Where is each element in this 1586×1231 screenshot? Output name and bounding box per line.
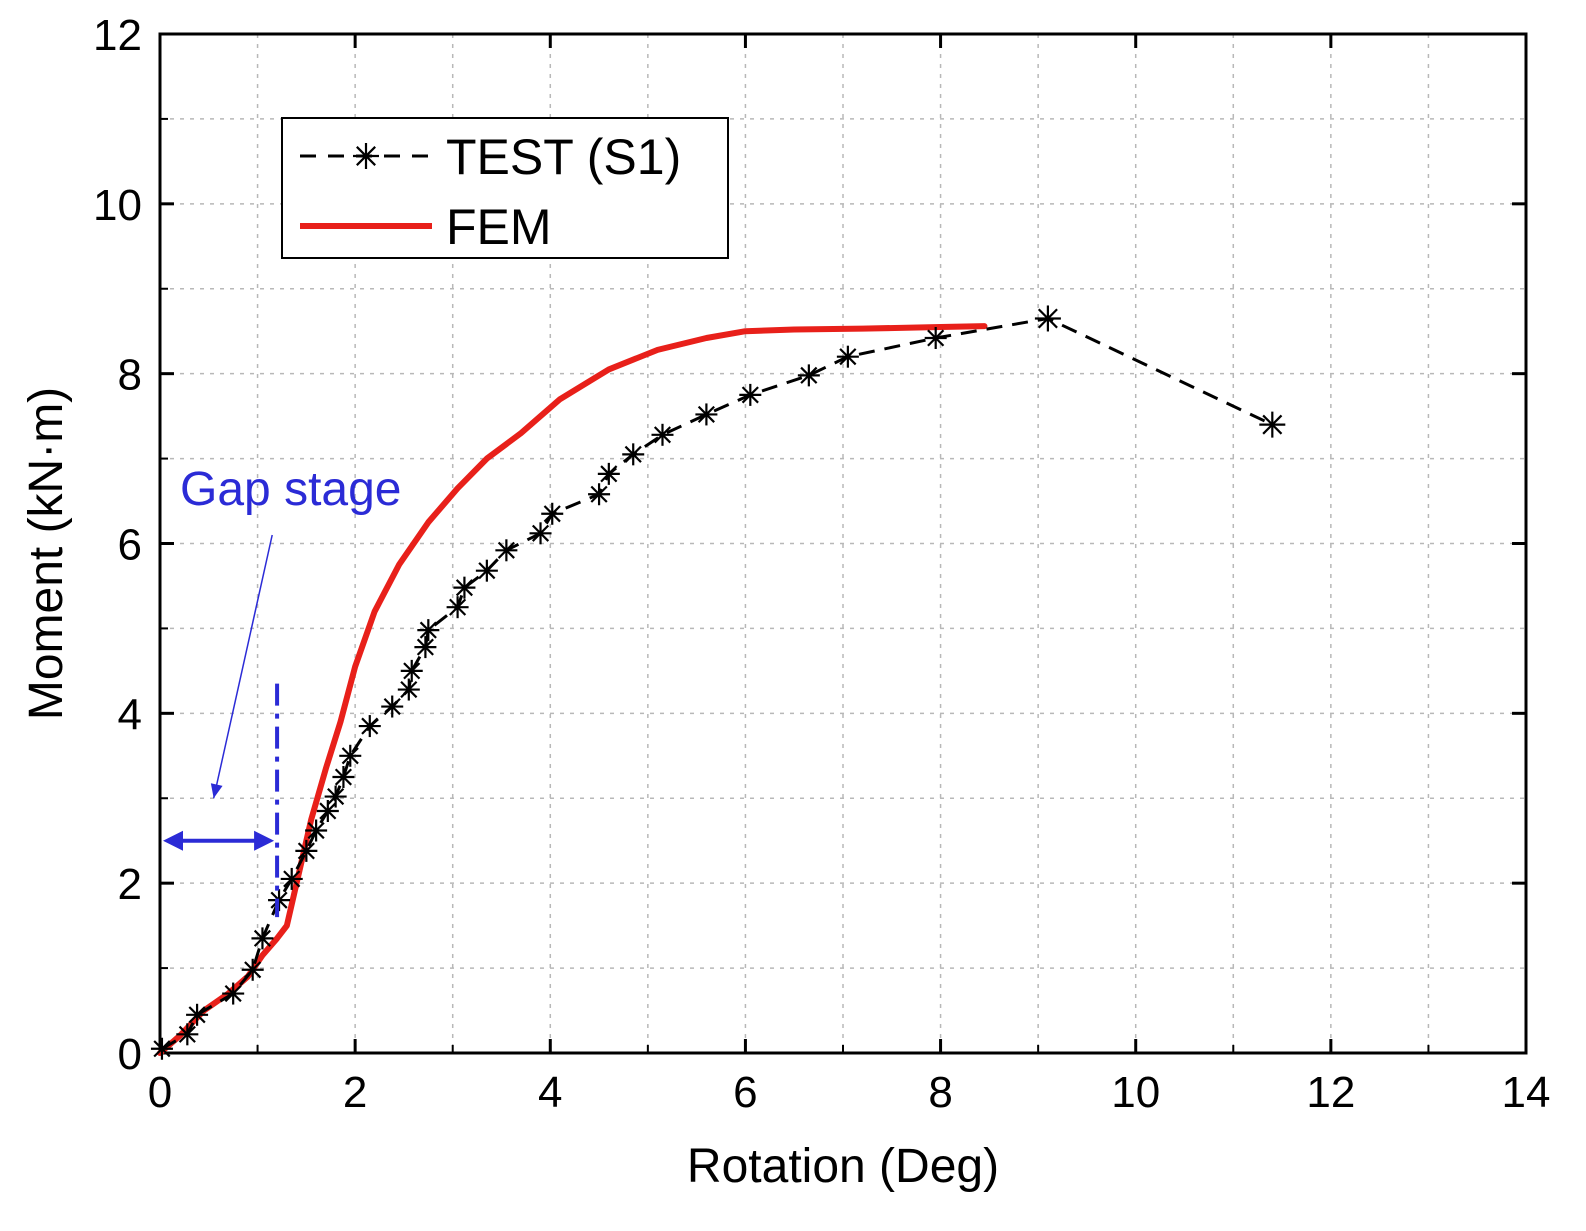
test-point-marker bbox=[241, 958, 264, 981]
x-tick-label: 14 bbox=[1502, 1068, 1551, 1117]
x-tick-label: 0 bbox=[148, 1068, 172, 1117]
test-point-marker bbox=[186, 1003, 209, 1026]
y-tick-label: 8 bbox=[118, 351, 142, 400]
test-point-marker bbox=[541, 502, 564, 525]
test-point-marker bbox=[381, 695, 404, 718]
test-point-marker bbox=[651, 423, 674, 446]
test-point-marker bbox=[332, 766, 355, 789]
test-point-marker bbox=[414, 636, 437, 659]
test-point-marker bbox=[305, 819, 328, 842]
test-point-marker bbox=[597, 462, 620, 485]
y-tick-label: 6 bbox=[118, 521, 142, 570]
test-point-marker bbox=[739, 383, 762, 406]
gap-stage-annotation: Gap stage bbox=[163, 463, 401, 918]
y-tick-label: 10 bbox=[93, 181, 142, 230]
test-point-marker bbox=[324, 785, 347, 808]
y-tick-label: 2 bbox=[118, 860, 142, 909]
test-point-marker bbox=[475, 559, 498, 582]
y-tick-label: 0 bbox=[118, 1030, 142, 1079]
test-point-marker bbox=[400, 659, 423, 682]
legend: TEST (S1) FEM bbox=[281, 117, 729, 259]
test-point-marker bbox=[1259, 411, 1286, 438]
gap-stage-pointer bbox=[212, 534, 273, 799]
x-axis-label: Rotation (Deg) bbox=[687, 1140, 999, 1193]
legend-box bbox=[281, 117, 729, 259]
test-point-marker bbox=[446, 596, 469, 619]
test-point-marker bbox=[495, 539, 518, 562]
series-test-line bbox=[161, 316, 1273, 1051]
test-point-marker bbox=[397, 678, 420, 701]
y-tick-label: 4 bbox=[118, 690, 142, 739]
test-point-marker bbox=[453, 576, 476, 599]
x-tick-label: 8 bbox=[928, 1068, 952, 1117]
test-point-marker bbox=[316, 799, 339, 822]
grid bbox=[160, 34, 1526, 1053]
test-point-marker bbox=[1034, 305, 1061, 332]
gap-stage-label: Gap stage bbox=[180, 463, 401, 516]
x-axis-ticks: 0 2 4 6 8 10 12 14 bbox=[148, 34, 1551, 1117]
test-point-marker bbox=[251, 927, 274, 950]
series-fem-line bbox=[157, 323, 988, 1056]
test-point-marker bbox=[417, 619, 440, 642]
y-axis-ticks: 0 2 4 6 8 10 12 bbox=[93, 11, 1526, 1079]
x-tick-label: 4 bbox=[538, 1068, 562, 1117]
test-point-marker bbox=[588, 483, 611, 506]
series bbox=[150, 305, 1286, 1060]
test-point-marker bbox=[280, 867, 303, 890]
test-point-marker bbox=[695, 403, 718, 426]
legend-label-test: TEST (S1) bbox=[446, 129, 681, 185]
legend-test-marker bbox=[353, 143, 379, 169]
test-point-marker bbox=[797, 364, 820, 387]
test-point-marker bbox=[150, 1037, 173, 1060]
x-tick-label: 6 bbox=[733, 1068, 757, 1117]
test-point-marker bbox=[358, 715, 381, 738]
test-point-marker bbox=[836, 345, 859, 368]
test-point-marker bbox=[622, 443, 645, 466]
legend-label-fem: FEM bbox=[446, 199, 552, 255]
y-tick-label: 12 bbox=[93, 11, 142, 60]
x-tick-label: 2 bbox=[343, 1068, 367, 1117]
x-tick-label: 12 bbox=[1306, 1068, 1355, 1117]
y-axis-label: Moment (kN·m) bbox=[20, 387, 73, 720]
test-point-marker bbox=[176, 1023, 199, 1046]
test-point-marker bbox=[295, 839, 318, 862]
arrow-right-head bbox=[254, 830, 275, 851]
test-point-marker bbox=[924, 327, 947, 350]
test-point-marker bbox=[529, 522, 552, 545]
test-point-marker bbox=[222, 982, 245, 1005]
x-tick-label: 10 bbox=[1111, 1068, 1160, 1117]
test-point-marker bbox=[339, 744, 362, 767]
pointer-head bbox=[210, 783, 223, 799]
arrow-left-head bbox=[163, 830, 183, 851]
